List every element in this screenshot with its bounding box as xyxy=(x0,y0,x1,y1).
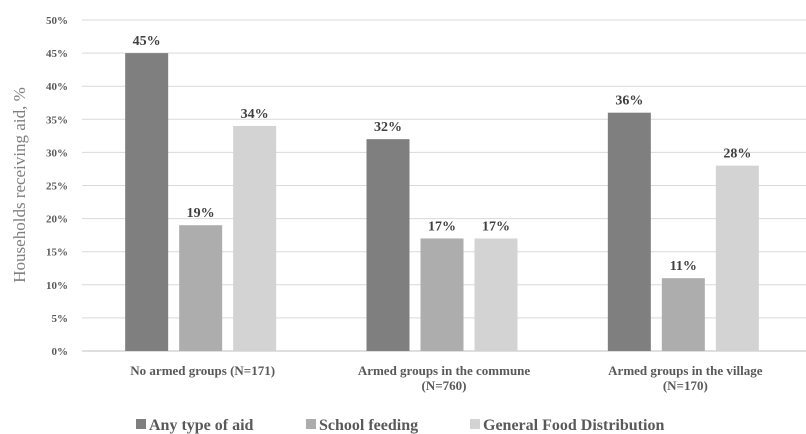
bars xyxy=(125,53,759,352)
x-category-label: Armed groups in the commune xyxy=(358,363,531,378)
data-label: 45% xyxy=(133,34,161,49)
x-category-label: (N=170) xyxy=(663,378,708,393)
bar xyxy=(420,238,464,351)
legend-swatch xyxy=(306,419,316,429)
bar xyxy=(233,125,277,351)
legend-label: School feeding xyxy=(319,417,418,434)
bar xyxy=(366,139,410,351)
bar xyxy=(607,112,651,352)
y-tick-label: 50% xyxy=(46,15,68,27)
bar xyxy=(125,53,169,351)
bar xyxy=(661,278,705,351)
y-tick-label: 35% xyxy=(46,114,68,126)
legend-swatch xyxy=(136,419,146,429)
bar xyxy=(474,238,518,351)
y-tick-label: 30% xyxy=(46,147,68,159)
data-label: 19% xyxy=(187,206,215,221)
y-tick-label: 0% xyxy=(52,346,69,358)
data-label: 34% xyxy=(241,107,269,122)
data-label: 32% xyxy=(374,120,402,135)
data-labels: 45% 19% 34% 32% 17% 17% 36% 11% 28% xyxy=(133,34,752,274)
y-tick-label: 25% xyxy=(46,181,68,193)
y-tick-label: 15% xyxy=(46,247,68,259)
x-category-label: Armed groups in the village xyxy=(608,363,763,378)
bar xyxy=(715,165,759,351)
data-label: 11% xyxy=(670,259,697,274)
y-tick-label: 45% xyxy=(46,48,68,60)
x-category-label: (N=760) xyxy=(422,378,467,393)
legend-label: Any type of aid xyxy=(149,417,254,434)
legend-label: General Food Distribution xyxy=(483,417,664,434)
y-axis-label: Households receiving aid, % xyxy=(10,87,29,282)
category-labels: No armed groups (N=171) Armed groups in t… xyxy=(130,363,762,393)
y-tick-label: 10% xyxy=(46,280,68,292)
y-tick-label: 40% xyxy=(46,81,68,93)
bar xyxy=(179,225,223,351)
x-category-label: No armed groups (N=171) xyxy=(130,363,275,378)
data-label: 28% xyxy=(723,147,751,162)
data-label: 36% xyxy=(615,94,643,109)
y-tick-label: 5% xyxy=(52,313,69,325)
y-tick-label: 20% xyxy=(46,214,68,226)
legend-swatch xyxy=(470,419,480,429)
y-axis-ticks: 0% 5% 10% 15% 20% 25% 30% 35% 40% 45% 50% xyxy=(46,15,68,358)
legend: Any type of aid School feeding General Foo… xyxy=(136,417,664,434)
data-label: 17% xyxy=(428,219,456,234)
data-label: 17% xyxy=(482,219,510,234)
